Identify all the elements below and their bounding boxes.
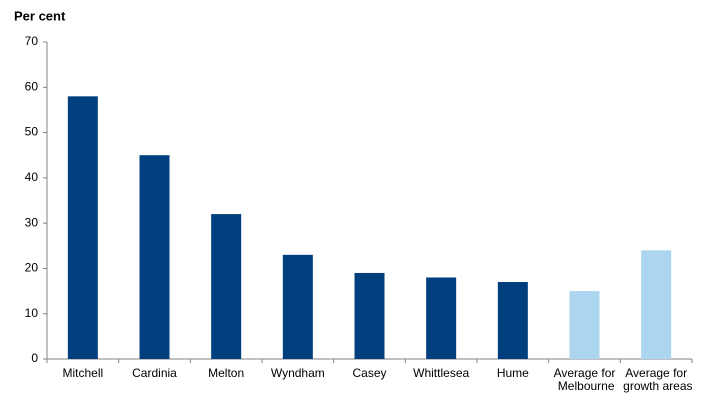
- bar: [354, 272, 385, 359]
- y-tick-label: 10: [25, 306, 39, 320]
- x-tick-label: Hume: [497, 366, 529, 380]
- bar: [426, 277, 457, 359]
- y-tick-label: 60: [25, 79, 39, 93]
- bar: [282, 254, 313, 359]
- bar: [139, 155, 170, 359]
- x-tick-label: Casey: [352, 366, 386, 380]
- x-tick-label: Mitchell: [62, 366, 103, 380]
- x-tick-label: Whittlesea: [413, 366, 469, 380]
- bar: [641, 250, 672, 359]
- x-tick-label: Melton: [208, 366, 244, 380]
- x-tick-label: Cardinia: [132, 366, 177, 380]
- x-tick-label: Wyndham: [271, 366, 325, 380]
- bar: [67, 96, 98, 359]
- y-axis-label: Per cent: [14, 8, 66, 23]
- y-tick-label: 50: [25, 125, 39, 139]
- y-tick-label: 0: [31, 351, 38, 365]
- y-tick-label: 70: [25, 34, 39, 48]
- y-tick-label: 30: [25, 215, 39, 229]
- x-tick-label: Average for Melbourne: [554, 366, 616, 393]
- bar: [569, 291, 600, 359]
- bar: [497, 282, 528, 359]
- bar: [211, 214, 242, 359]
- x-tick-label: Average for growth areas: [620, 366, 693, 393]
- y-tick-label: 20: [25, 261, 39, 275]
- y-tick-label: 40: [25, 170, 39, 184]
